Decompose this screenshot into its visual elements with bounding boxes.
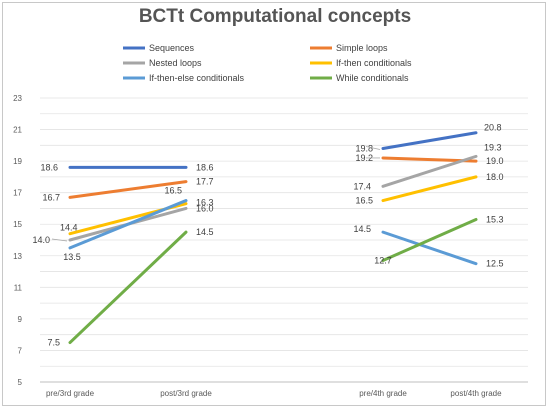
legend-label: If-then-else conditionals (149, 73, 245, 83)
legend-label: Nested loops (149, 58, 202, 68)
data-label: 18.6 (196, 162, 214, 172)
legend-label: Sequences (149, 43, 195, 53)
legend: Sequences Simple loops Nested loops If-then… (123, 43, 412, 83)
data-label: 20.8 (484, 123, 502, 133)
series-line-3rd-grade (68, 230, 188, 345)
legend-label: If-then conditionals (336, 58, 412, 68)
data-label: 16.7 (42, 192, 60, 202)
series-line-4th-grade (381, 217, 478, 263)
y-tick-label: 17 (13, 189, 22, 198)
data-label: 19.0 (486, 156, 504, 166)
data-label: 19.3 (484, 142, 502, 152)
y-tick-label: 23 (13, 94, 22, 103)
leader-line (51, 238, 68, 242)
y-tick-label: 15 (13, 220, 22, 229)
x-tick-label: pre/4th grade (359, 389, 407, 398)
data-label: 16.0 (196, 203, 214, 213)
data-label: 12.7 (374, 256, 392, 266)
series-line-4th-grade (381, 230, 478, 266)
data-label: 17.4 (353, 181, 371, 191)
data-label: 12.5 (486, 259, 504, 269)
grid-lines (40, 97, 528, 383)
y-tick-label: 19 (13, 157, 22, 166)
legend-label: Simple loops (336, 43, 388, 53)
y-tick-label: 21 (13, 126, 22, 135)
y-tick-label: 7 (18, 346, 23, 355)
chart-title: BCTt Computational concepts (138, 6, 412, 27)
series-line-3rd-grade (68, 199, 188, 250)
chart-frame (2, 2, 546, 406)
data-labels: 18.6 18.6 19.8 20.8 16.7 17.7 19.2 19.0 14.0 16.0… (32, 123, 503, 348)
data-label: 16.5 (164, 186, 182, 196)
data-label: 14.5 (353, 224, 371, 234)
y-tick-label: 11 (14, 283, 23, 292)
data-label: 14.0 (32, 235, 50, 245)
series-line-4th-grade (381, 154, 478, 188)
leader-line (365, 146, 381, 150)
series-line-4th-grade (381, 131, 478, 150)
series-line-3rd-grade (68, 180, 188, 199)
data-label: 14.4 (60, 223, 78, 233)
legend-label: While conditionals (336, 73, 409, 83)
data-label: 19.2 (355, 153, 373, 163)
y-tick-label: 9 (18, 315, 23, 324)
x-tick-label: post/4th grade (450, 389, 502, 398)
data-label: 18.6 (40, 162, 58, 172)
data-label: 17.7 (196, 177, 214, 187)
x-tick-label: pre/3rd grade (46, 389, 95, 398)
series-lines (68, 131, 478, 345)
data-label: 16.3 (196, 198, 214, 208)
y-axis: 5 7 9 11 13 15 17 19 21 23 (13, 94, 22, 387)
data-label: 13.5 (63, 252, 81, 262)
x-tick-label: post/3rd grade (160, 389, 212, 398)
x-axis: pre/3rd grade post/3rd grade pre/4th grade… (46, 389, 502, 398)
data-label: 16.5 (355, 196, 373, 206)
data-label: 18.0 (486, 172, 504, 182)
data-label: 19.8 (355, 143, 373, 153)
data-label: 7.5 (47, 338, 60, 348)
data-label: 14.5 (196, 227, 214, 237)
y-tick-label: 13 (13, 252, 22, 261)
series-line-4th-grade (381, 175, 478, 203)
y-tick-label: 5 (18, 378, 23, 387)
data-label: 15.3 (486, 214, 504, 224)
